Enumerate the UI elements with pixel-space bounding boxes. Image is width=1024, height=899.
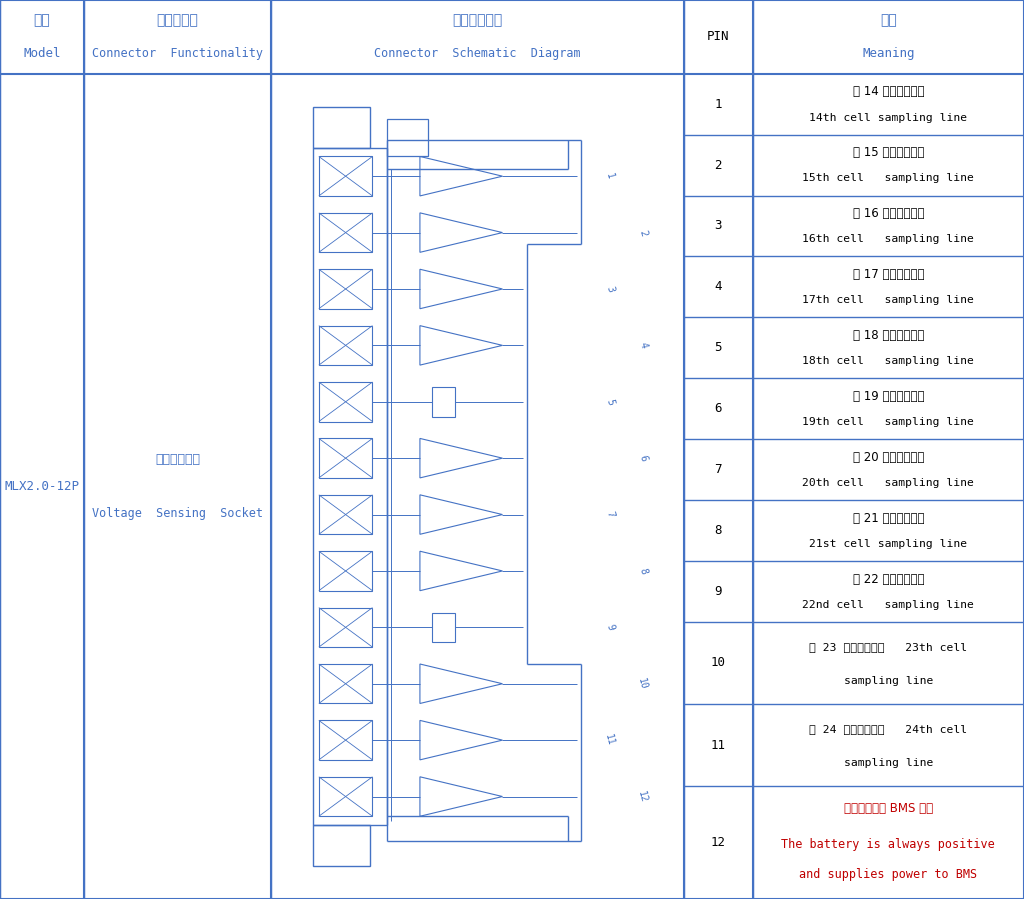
Text: 5: 5 bbox=[715, 342, 722, 354]
Text: 3: 3 bbox=[604, 285, 615, 293]
Text: 第 16 节电池采样线: 第 16 节电池采样线 bbox=[853, 208, 924, 220]
Bar bbox=[318, 269, 373, 308]
Text: PIN: PIN bbox=[708, 31, 729, 43]
Text: and supplies power to BMS: and supplies power to BMS bbox=[800, 868, 977, 881]
Text: 6: 6 bbox=[715, 402, 722, 415]
Bar bbox=[318, 494, 373, 534]
Text: 4: 4 bbox=[637, 342, 648, 350]
Text: 1: 1 bbox=[604, 172, 615, 181]
Text: 5: 5 bbox=[604, 397, 615, 406]
Text: 含义: 含义 bbox=[880, 13, 897, 28]
Text: 8: 8 bbox=[715, 524, 722, 537]
Text: sampling line: sampling line bbox=[844, 758, 933, 769]
Text: 21st cell sampling line: 21st cell sampling line bbox=[809, 539, 968, 549]
Text: 19th cell   sampling line: 19th cell sampling line bbox=[803, 417, 974, 427]
Bar bbox=[312, 824, 371, 866]
Bar bbox=[318, 439, 373, 478]
Text: MLX2.0-12P: MLX2.0-12P bbox=[4, 480, 80, 493]
Text: 11: 11 bbox=[603, 734, 616, 747]
Text: 第 17 节电池采样线: 第 17 节电池采样线 bbox=[853, 268, 924, 281]
Text: 12: 12 bbox=[636, 789, 649, 804]
Text: 7: 7 bbox=[604, 511, 615, 519]
Text: Connector  Schematic  Diagram: Connector Schematic Diagram bbox=[375, 47, 581, 59]
Text: 电压采集插座: 电压采集插座 bbox=[156, 453, 200, 466]
Polygon shape bbox=[420, 213, 503, 253]
Bar bbox=[387, 119, 428, 156]
Bar bbox=[318, 777, 373, 816]
Text: 8: 8 bbox=[637, 566, 648, 575]
Bar bbox=[318, 608, 373, 647]
Text: 10: 10 bbox=[711, 656, 726, 670]
Text: 11: 11 bbox=[711, 739, 726, 752]
Polygon shape bbox=[420, 551, 503, 591]
Polygon shape bbox=[420, 720, 503, 760]
Text: 7: 7 bbox=[715, 463, 722, 476]
Text: 型号: 型号 bbox=[34, 13, 50, 28]
Bar bbox=[312, 107, 371, 148]
Text: 2: 2 bbox=[637, 228, 648, 236]
Text: 22nd cell   sampling line: 22nd cell sampling line bbox=[803, 600, 974, 610]
Text: Meaning: Meaning bbox=[862, 47, 914, 59]
Bar bbox=[318, 720, 373, 760]
Text: 第 20 节电池采样线: 第 20 节电池采样线 bbox=[853, 451, 924, 464]
Text: 10: 10 bbox=[636, 677, 649, 690]
Text: 第 22 节电池采样线: 第 22 节电池采样线 bbox=[853, 573, 924, 586]
Text: 接插件功能: 接插件功能 bbox=[157, 13, 199, 28]
Bar bbox=[432, 387, 455, 416]
Polygon shape bbox=[420, 664, 503, 704]
Text: 第 23 节电池采样线   23th cell: 第 23 节电池采样线 23th cell bbox=[809, 642, 968, 652]
Polygon shape bbox=[420, 269, 503, 308]
Bar bbox=[318, 551, 373, 591]
Text: 第 18 节电池采样线: 第 18 节电池采样线 bbox=[853, 329, 924, 343]
Text: 2: 2 bbox=[715, 158, 722, 172]
Text: 第 15 节电池采样线: 第 15 节电池采样线 bbox=[853, 147, 924, 159]
Bar bbox=[318, 382, 373, 422]
Text: 电池总正，给 BMS 供电: 电池总正，给 BMS 供电 bbox=[844, 803, 933, 815]
Polygon shape bbox=[420, 156, 503, 196]
Bar bbox=[318, 325, 373, 365]
Polygon shape bbox=[420, 325, 503, 365]
Polygon shape bbox=[420, 439, 503, 478]
Text: The battery is always positive: The battery is always positive bbox=[781, 839, 995, 851]
Text: Model: Model bbox=[24, 47, 60, 59]
Text: 18th cell   sampling line: 18th cell sampling line bbox=[803, 356, 974, 366]
Text: 16th cell   sampling line: 16th cell sampling line bbox=[803, 235, 974, 245]
Bar bbox=[318, 664, 373, 704]
Text: 17th cell   sampling line: 17th cell sampling line bbox=[803, 295, 974, 306]
Bar bbox=[318, 213, 373, 253]
Text: Voltage  Sensing  Socket: Voltage Sensing Socket bbox=[92, 507, 263, 520]
Text: 4: 4 bbox=[715, 280, 722, 293]
Text: 接插件示意图: 接插件示意图 bbox=[453, 13, 503, 28]
Text: sampling line: sampling line bbox=[844, 676, 933, 686]
Text: 第 14 节电池采样线: 第 14 节电池采样线 bbox=[853, 85, 924, 99]
Text: 12: 12 bbox=[711, 836, 726, 850]
Text: 9: 9 bbox=[604, 623, 615, 631]
Text: 6: 6 bbox=[637, 454, 648, 462]
Text: 第 19 节电池采样线: 第 19 节电池采样线 bbox=[853, 390, 924, 403]
Bar bbox=[318, 156, 373, 196]
Text: 第 24 节电池采样线   24th cell: 第 24 节电池采样线 24th cell bbox=[809, 724, 968, 734]
Bar bbox=[432, 612, 455, 642]
Text: 9: 9 bbox=[715, 585, 722, 598]
Text: 15th cell   sampling line: 15th cell sampling line bbox=[803, 174, 974, 183]
Text: 第 21 节电池采样线: 第 21 节电池采样线 bbox=[853, 512, 924, 525]
Text: 3: 3 bbox=[715, 219, 722, 233]
Polygon shape bbox=[420, 777, 503, 816]
Text: 14th cell sampling line: 14th cell sampling line bbox=[809, 112, 968, 122]
Text: Connector  Functionality: Connector Functionality bbox=[92, 47, 263, 59]
Text: 20th cell   sampling line: 20th cell sampling line bbox=[803, 478, 974, 488]
Text: 1: 1 bbox=[715, 98, 722, 111]
Polygon shape bbox=[420, 494, 503, 534]
